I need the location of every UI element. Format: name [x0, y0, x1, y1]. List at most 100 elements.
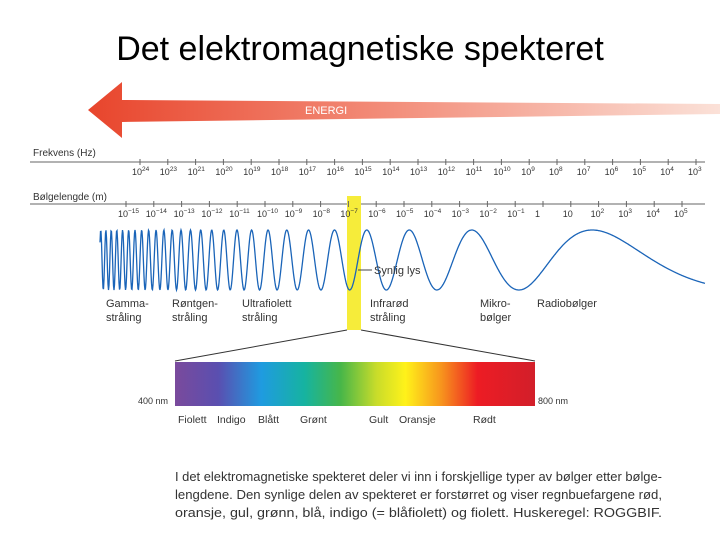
- color-name: Fiolett: [178, 414, 207, 426]
- region-label: stråling: [106, 312, 141, 324]
- tick-label: 10−9: [285, 208, 303, 219]
- tick-label: 1018: [271, 166, 289, 177]
- caption-line: lengdene. Den synlige delen av spekteret…: [175, 487, 662, 502]
- tick-base: 10: [410, 167, 420, 177]
- tick-exponent: 13: [420, 166, 428, 173]
- tick-label: 107: [577, 166, 591, 177]
- tick-base: 10: [577, 167, 587, 177]
- tick-base: 10: [160, 167, 170, 177]
- tick-label: 1023: [160, 166, 178, 177]
- color-name: Gult: [369, 414, 388, 426]
- tick-label: 10−5: [396, 208, 414, 219]
- caption: I det elektromagnetiske spekteret deler …: [175, 469, 662, 520]
- tick-base: 10: [118, 209, 128, 219]
- region-label: Ultrafiolett: [242, 298, 292, 310]
- tick-label: 1017: [299, 166, 317, 177]
- tick-exponent: −3: [462, 208, 470, 215]
- tick-base: 10: [257, 209, 267, 219]
- color-name: Oransje: [399, 414, 436, 426]
- tick-base: 10: [618, 209, 628, 219]
- tick-label: 10−8: [313, 208, 331, 219]
- region-label: Mikro-: [480, 298, 511, 310]
- tick-label: 10: [563, 209, 573, 219]
- tick-base: 10: [215, 167, 225, 177]
- tick-base: 10: [660, 167, 670, 177]
- tick-label: 1019: [243, 166, 261, 177]
- tick-exponent: −1: [517, 208, 525, 215]
- tick-exponent: 7: [587, 166, 591, 173]
- tick-label: 106: [605, 166, 619, 177]
- region-label: stråling: [242, 312, 277, 324]
- tick-label: 1024: [132, 166, 150, 177]
- spectrum-left-label: 400 nm: [138, 396, 168, 406]
- tick-exponent: 4: [656, 208, 660, 215]
- tick-exponent: −9: [295, 208, 303, 215]
- wave: [99, 227, 706, 293]
- color-names: Fiolett Indigo Blått Grønt Gult Oransje Rødt: [178, 414, 496, 426]
- tick-exponent: 12: [448, 166, 456, 173]
- region-label: stråling: [370, 312, 405, 324]
- tick-label: 1013: [410, 166, 428, 177]
- tick-base: 10: [521, 167, 531, 177]
- tick-exponent: 4: [670, 166, 674, 173]
- region-labels: Gamma-stråling Røntgen-stråling Ultrafiole…: [106, 298, 597, 324]
- tick-base: 10: [632, 167, 642, 177]
- tick-label: 103: [688, 166, 702, 177]
- caption-line: I det elektromagnetiske spekteret deler …: [175, 469, 662, 484]
- spectrum-right-label: 800 nm: [538, 396, 568, 406]
- tick-label: 1020: [215, 166, 233, 177]
- visible-label: Synlig lys: [374, 265, 421, 277]
- tick-exponent: 15: [364, 166, 372, 173]
- tick-base: 10: [201, 209, 211, 219]
- tick-label: 10−15: [118, 208, 139, 219]
- tick-base: 10: [396, 209, 406, 219]
- energy-arrow: [88, 82, 720, 138]
- tick-label: 10−10: [257, 208, 278, 219]
- tick-label: 1015: [354, 166, 372, 177]
- tick-label: 10−14: [146, 208, 167, 219]
- tick-exponent: −8: [323, 208, 331, 215]
- tick-exponent: 2: [601, 208, 605, 215]
- tick-label: 104: [646, 208, 660, 219]
- tick-base: 10: [313, 209, 323, 219]
- tick-base: 10: [382, 167, 392, 177]
- tick-label: 1012: [438, 166, 456, 177]
- region-label: Røntgen-: [172, 298, 218, 310]
- tick-base: 10: [243, 167, 253, 177]
- region-label: stråling: [172, 312, 207, 324]
- tick-label: 103: [618, 208, 632, 219]
- zoom-lines: [174, 329, 536, 362]
- tick-base: 10: [285, 209, 295, 219]
- tick-label: 108: [549, 166, 563, 177]
- tick-label: 10−11: [229, 208, 250, 219]
- wavelength-axis-name: Bølgelengde (m): [33, 192, 107, 203]
- tick-base: 10: [188, 167, 198, 177]
- tick-base: 10: [424, 209, 434, 219]
- tick-label: 1016: [327, 166, 345, 177]
- tick-base: 10: [146, 209, 156, 219]
- tick-base: 10: [674, 209, 684, 219]
- tick-label: 10−13: [174, 208, 195, 219]
- visible-band: [347, 196, 361, 330]
- tick-base: 10: [646, 209, 656, 219]
- tick-base: 10: [549, 167, 559, 177]
- tick-base: 10: [174, 209, 184, 219]
- tick-exponent: 17: [309, 166, 317, 173]
- tick-exponent: 3: [628, 208, 632, 215]
- tick-exponent: −10: [267, 208, 278, 215]
- tick-base: 10: [591, 209, 601, 219]
- tick-labels: 1024 1023 1021 1020 1019 1018 1017 1016 1015 1014…: [118, 159, 702, 219]
- region-label: Infrarød: [370, 298, 409, 310]
- tick-exponent: 5: [684, 208, 688, 215]
- tick-exponent: 18: [281, 166, 289, 173]
- tick-exponent: −11: [239, 208, 250, 215]
- color-name: Indigo: [217, 414, 246, 426]
- tick-label: 1011: [466, 166, 483, 177]
- tick-base: 10: [479, 209, 489, 219]
- tick-base: 10: [340, 209, 350, 219]
- tick-exponent: 10: [503, 166, 511, 173]
- tick-exponent: 5: [642, 166, 646, 173]
- tick-base: 10: [354, 167, 364, 177]
- tick-exponent: −12: [211, 208, 222, 215]
- tick-exponent: −5: [406, 208, 414, 215]
